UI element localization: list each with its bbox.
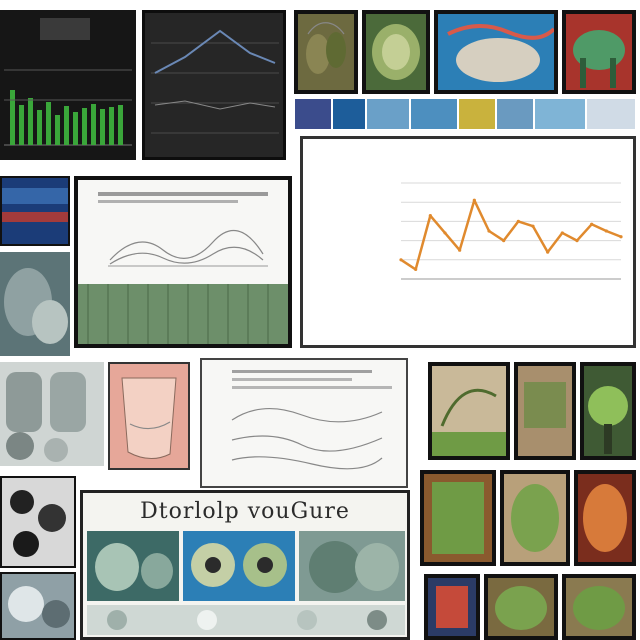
line-chart-panel: [300, 136, 636, 348]
data-point: [590, 222, 594, 226]
art-tile-sculpture: [0, 252, 70, 356]
art-tile-moss: [514, 362, 576, 460]
color-strip: [294, 98, 636, 130]
art-tile-tree: [580, 362, 636, 460]
art-tile-stone-pillars: [0, 362, 104, 466]
strip-cell: [534, 98, 586, 130]
dark-bar-chart-graphic: [0, 10, 136, 160]
series-line: [400, 199, 622, 271]
data-point: [516, 219, 520, 223]
photo-strip-bottom: [87, 605, 405, 635]
data-point: [604, 229, 608, 233]
photo-tile-bw-spheres: [0, 572, 76, 640]
photo-shell-c: [299, 531, 405, 601]
data-point: [399, 258, 403, 262]
art-tile-whale: [434, 10, 558, 94]
dark-line-chart-panel: [142, 10, 286, 160]
art-tile-green-c: [484, 574, 558, 640]
data-point: [458, 248, 462, 252]
photo-shell-b: [183, 531, 295, 601]
art-tile-pink-sketch: [108, 362, 190, 470]
strip-cell: [458, 98, 496, 130]
dark-bar-chart-panel: [0, 10, 136, 160]
strip-cell: [410, 98, 458, 130]
data-point: [531, 224, 535, 228]
data-point: [619, 235, 623, 239]
art-tile-green-a: [420, 470, 496, 566]
art-tile-shell: [362, 10, 430, 94]
data-point: [575, 239, 579, 243]
data-point: [428, 214, 432, 218]
data-point: [414, 267, 418, 271]
data-point: [487, 229, 491, 233]
document-wave-plot-graphic: [78, 192, 288, 344]
art-tile-green-d: [562, 574, 636, 640]
strip-cell: [366, 98, 410, 130]
data-point: [472, 198, 476, 202]
art-tile-red-forest: [562, 10, 636, 94]
data-point: [546, 250, 550, 254]
art-tile-green-b: [500, 470, 570, 566]
dark-line-chart-graphic: [145, 13, 283, 157]
art-tile-vine: [428, 362, 510, 460]
art-tile-book: [424, 574, 480, 640]
photo-tile-bw-spots: [0, 476, 76, 568]
data-point: [502, 239, 506, 243]
caption-banner: Dtorlolp vouGure: [140, 499, 350, 524]
photo-shell-a: [87, 531, 179, 601]
data-point: [560, 231, 564, 235]
strip-cell: [586, 98, 636, 130]
art-tile-orange: [574, 470, 636, 566]
document-wave-plot: [74, 176, 292, 348]
blue-panel: [0, 176, 70, 246]
data-point: [443, 231, 447, 235]
art-tile-leaves: [294, 10, 358, 94]
line-chart: [399, 182, 623, 280]
strip-cell: [332, 98, 366, 130]
strip-cell: [294, 98, 332, 130]
strip-cell: [496, 98, 534, 130]
caption-panel: Dtorlolp vouGure: [80, 490, 410, 640]
document-sketch: [200, 358, 408, 488]
